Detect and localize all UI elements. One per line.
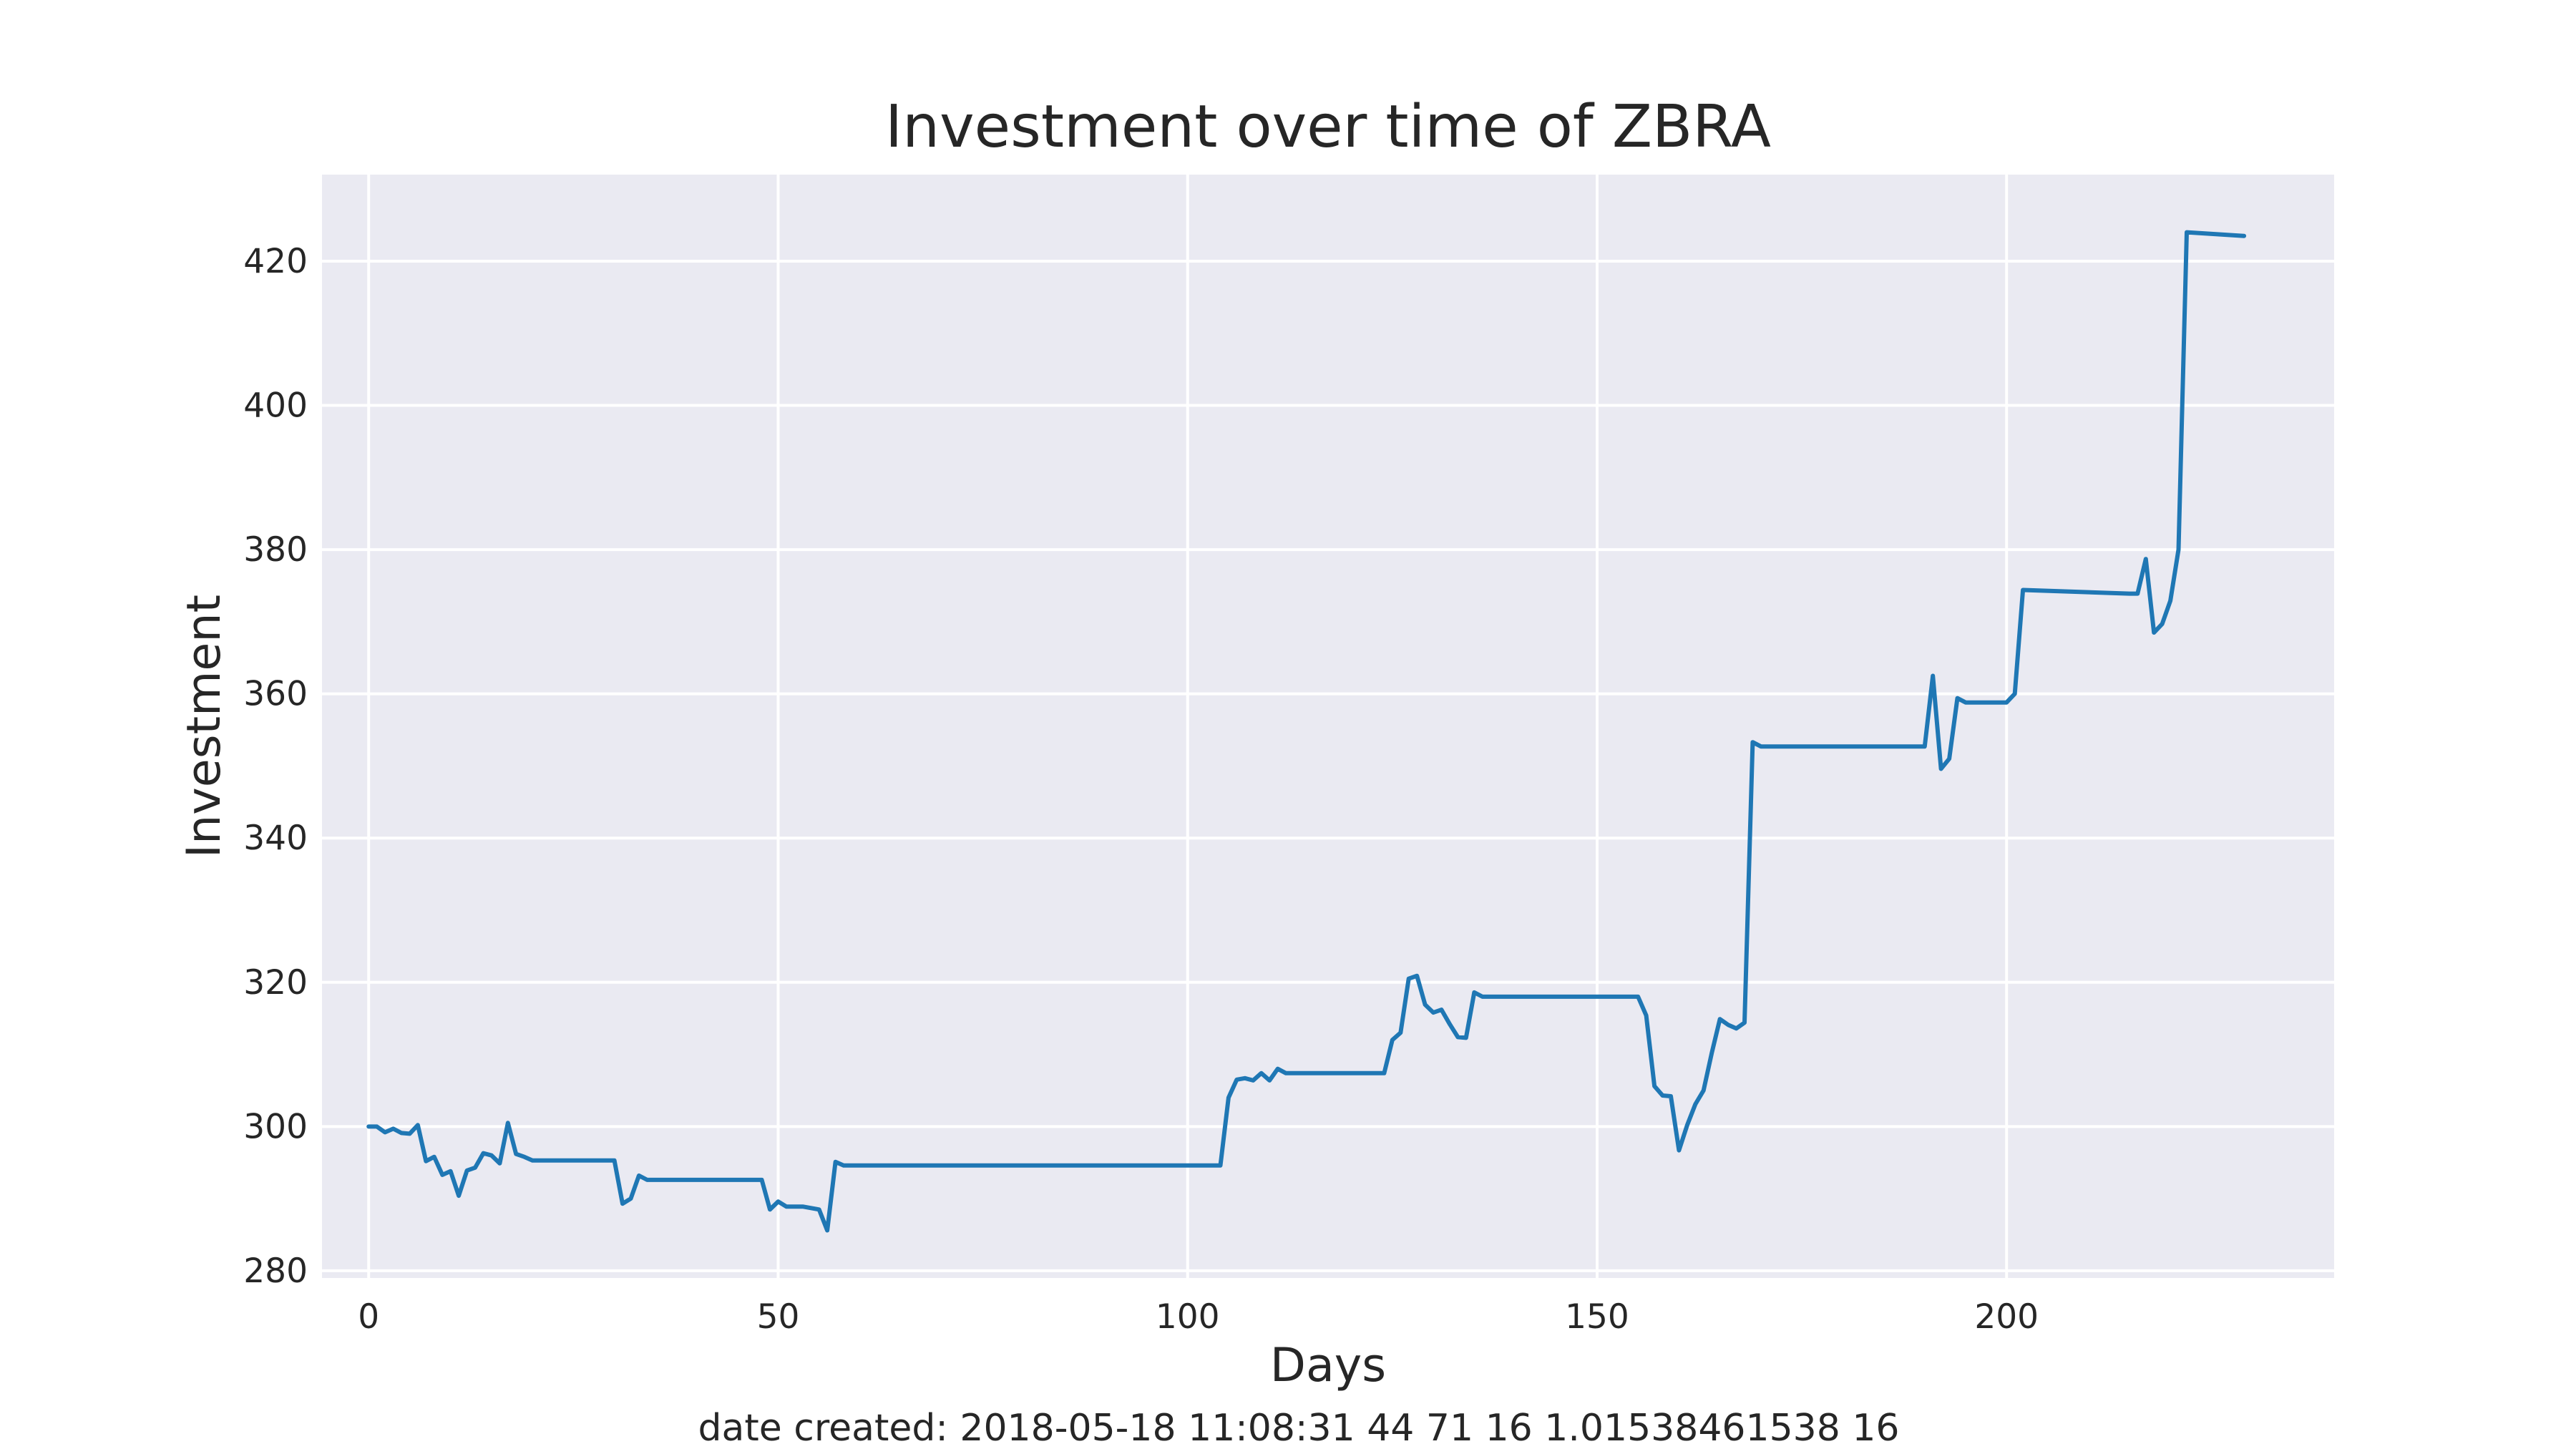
- x-tick-label: 150: [1565, 1297, 1629, 1337]
- y-tick-label: 280: [243, 1252, 308, 1291]
- x-axis-label: Days: [1270, 1339, 1386, 1392]
- y-tick-labels: 280 300 320 340 360 380 400 420: [243, 242, 308, 1291]
- x-tick-labels: 0 50 100 150 200: [358, 1297, 2039, 1337]
- y-tick-label: 400: [243, 386, 308, 426]
- y-tick-label: 360: [243, 675, 308, 714]
- x-tick-label: 100: [1156, 1297, 1220, 1337]
- y-tick-label: 380: [243, 530, 308, 570]
- y-axis-label: Investment: [177, 595, 231, 858]
- y-tick-label: 340: [243, 819, 308, 858]
- plot-area: [322, 175, 2334, 1278]
- y-gridlines: [322, 259, 2334, 1272]
- y-tick-label: 300: [243, 1107, 308, 1146]
- x-gridlines: [367, 175, 2009, 1278]
- y-tick-label: 320: [243, 963, 308, 1002]
- x-tick-label: 0: [358, 1297, 379, 1337]
- series-line: [366, 230, 2247, 1233]
- date-created-footer: date created: 2018-05-18 11:08:31 44 71 …: [698, 1407, 1899, 1449]
- y-tick-label: 420: [243, 242, 308, 281]
- x-tick-label: 50: [757, 1297, 800, 1337]
- x-tick-label: 200: [1974, 1297, 2039, 1337]
- chart-title: Investment over time of ZBRA: [885, 93, 1771, 161]
